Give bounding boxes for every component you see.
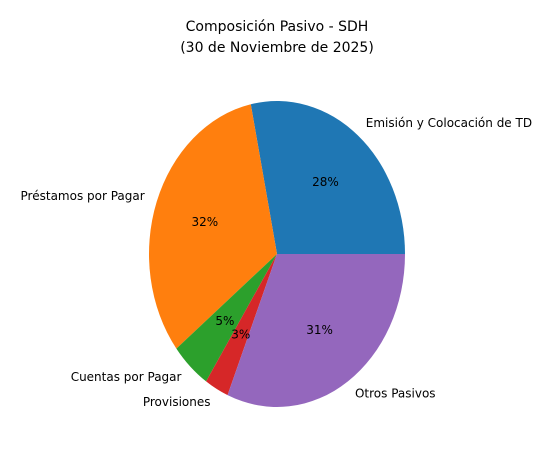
percent-label: 32% [191, 215, 218, 229]
percent-label: 31% [306, 323, 333, 337]
slice-label: Otros Pasivos [355, 387, 436, 401]
percent-label: 3% [231, 327, 250, 341]
pie-slice [227, 254, 405, 407]
pie-slice [206, 254, 277, 396]
slice-label: Cuentas por Pagar [71, 370, 182, 384]
slice-label: Provisiones [143, 395, 211, 409]
slice-label: Préstamos por Pagar [21, 189, 145, 203]
pie-slice [250, 101, 405, 254]
chart-subtitle: (30 de Noviembre de 2025) [180, 40, 374, 56]
percent-label: 28% [312, 175, 339, 189]
slice-label: Emisión y Colocación de TD [366, 116, 532, 130]
pie-slice [149, 104, 277, 349]
percent-label: 5% [215, 314, 234, 328]
pie-slice [176, 254, 277, 382]
chart-title: Composición Pasivo - SDH [186, 19, 369, 35]
